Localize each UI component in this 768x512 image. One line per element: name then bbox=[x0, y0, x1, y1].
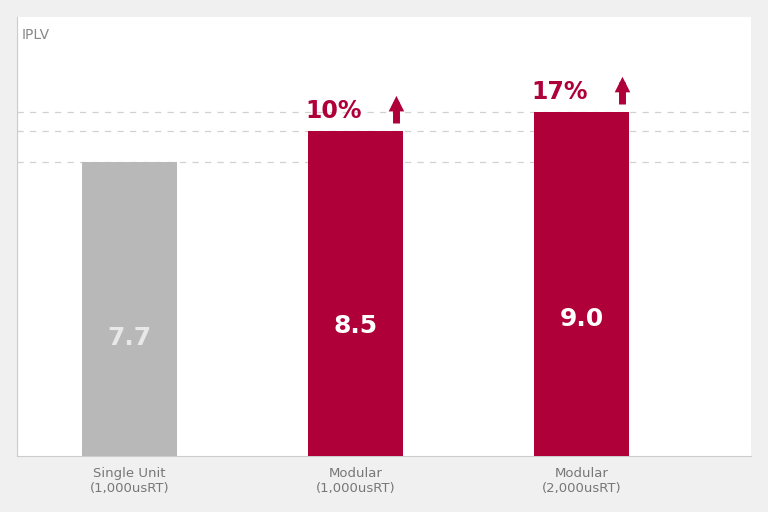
Text: IPLV: IPLV bbox=[22, 28, 49, 41]
Bar bbox=[308, 132, 403, 456]
Text: 9.0: 9.0 bbox=[560, 307, 604, 331]
Text: 7.7: 7.7 bbox=[108, 327, 152, 351]
Bar bbox=[535, 112, 629, 456]
Text: 10%: 10% bbox=[305, 99, 362, 123]
Text: 8.5: 8.5 bbox=[333, 314, 378, 338]
Text: 17%: 17% bbox=[531, 80, 588, 104]
Bar bbox=[82, 162, 177, 456]
